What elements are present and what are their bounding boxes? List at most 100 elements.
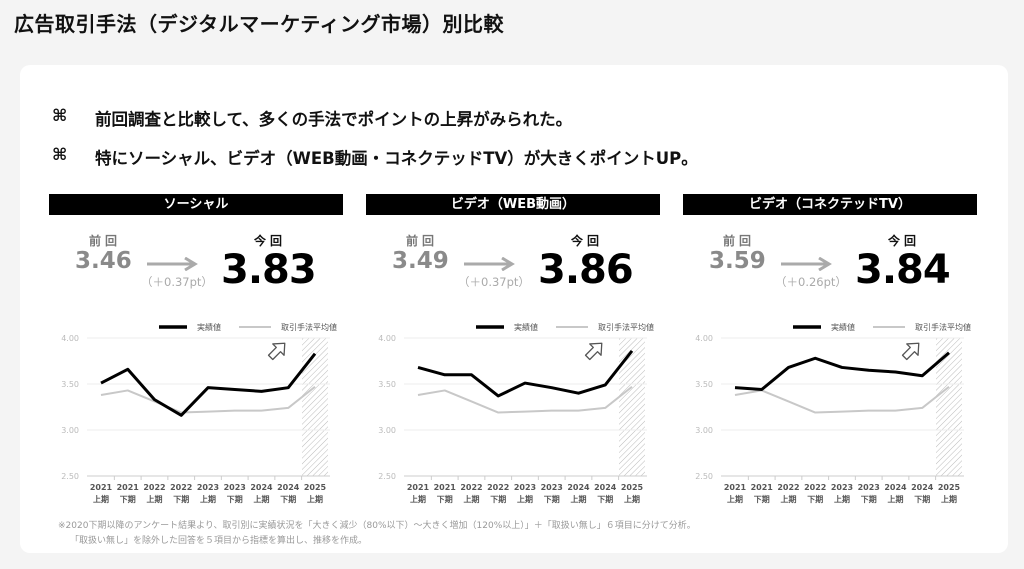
current-label: 今回 xyxy=(888,234,921,248)
x-tick-year: 2024 xyxy=(911,483,934,492)
y-tick-label: 3.50 xyxy=(695,380,713,389)
command-icon: ⌘ xyxy=(52,106,68,125)
previous-value: 3.46 xyxy=(75,248,132,274)
up-right-arrow-icon xyxy=(267,342,286,361)
line-chart: 2.50 3.00 3.50 4.00 2021 上期 2021 下期 2022 上期 2022 下期… xyxy=(61,322,337,504)
x-tick-year: 2024 xyxy=(567,483,590,492)
x-tick-year: 2024 xyxy=(277,483,300,492)
x-tick-half: 上期 xyxy=(781,494,797,504)
x-tick-year: 2021 xyxy=(407,483,430,492)
x-tick-year: 2024 xyxy=(594,483,617,492)
x-tick-half: 上期 xyxy=(254,494,270,504)
previous-label: 前回 xyxy=(406,234,439,248)
bullet-text: 前回調査と比較して、多くの手法でポイントの上昇がみられた。 xyxy=(95,110,573,129)
diff-value: （＋0.26pt） xyxy=(775,275,847,289)
x-tick-half: 下期 xyxy=(227,494,243,504)
x-tick-half: 上期 xyxy=(571,494,587,504)
x-tick-half: 下期 xyxy=(597,494,613,504)
x-tick-half: 下期 xyxy=(490,494,506,504)
x-tick-half: 下期 xyxy=(914,494,930,504)
y-tick-label: 3.00 xyxy=(61,426,79,435)
y-tick-label: 3.00 xyxy=(378,426,396,435)
up-right-arrow-icon xyxy=(584,342,603,361)
x-tick-year: 2022 xyxy=(804,483,826,492)
x-tick-half: 下期 xyxy=(280,494,296,504)
x-tick-half: 上期 xyxy=(834,494,850,504)
line-chart: 2.50 3.00 3.50 4.00 2021 上期 2021 下期 2022 上期 2022 下期… xyxy=(695,322,971,504)
x-tick-year: 2023 xyxy=(514,483,536,492)
previous-value: 3.59 xyxy=(709,248,766,274)
x-tick-year: 2024 xyxy=(884,483,907,492)
x-tick-half: 下期 xyxy=(861,494,877,504)
diff-value: （＋0.37pt） xyxy=(141,275,213,289)
legend-actual-label: 実績値 xyxy=(197,322,221,332)
y-tick-label: 3.00 xyxy=(695,426,713,435)
legend-average-label: 取引手法平均値 xyxy=(281,322,337,332)
x-tick-half: 下期 xyxy=(173,494,189,504)
x-tick-half: 上期 xyxy=(727,494,743,504)
x-tick-year: 2023 xyxy=(858,483,880,492)
x-tick-half: 上期 xyxy=(93,494,109,504)
y-tick-label: 2.50 xyxy=(695,472,713,481)
y-tick-label: 3.50 xyxy=(61,380,79,389)
legend-actual-label: 実績値 xyxy=(831,322,855,332)
up-right-arrow-icon xyxy=(901,342,920,361)
footnote-1: ※2020下期以降のアンケート結果より、取引別に実績状況を「大きく減少（80%以… xyxy=(58,521,696,531)
y-tick-label: 2.50 xyxy=(61,472,79,481)
y-tick-label: 2.50 xyxy=(378,472,396,481)
x-tick-year: 2021 xyxy=(90,483,113,492)
x-tick-half: 下期 xyxy=(120,494,136,504)
x-tick-half: 上期 xyxy=(464,494,480,504)
x-tick-half: 上期 xyxy=(410,494,426,504)
x-tick-half: 下期 xyxy=(754,494,770,504)
command-icon: ⌘ xyxy=(52,145,68,164)
right-arrow-icon xyxy=(464,257,515,271)
x-tick-year: 2021 xyxy=(724,483,747,492)
previous-label: 前回 xyxy=(89,234,122,248)
x-tick-half: 上期 xyxy=(200,494,216,504)
previous-value: 3.49 xyxy=(392,248,449,274)
legend-average-label: 取引手法平均値 xyxy=(598,322,654,332)
panel-1: ソーシャル 前回 今回 3.46 （＋0.37pt） 3.83 2.50 3.00 3… xyxy=(49,194,343,564)
line-chart: 2.50 3.00 3.50 4.00 2021 上期 2021 下期 2022 上期 2022 下期… xyxy=(378,322,654,504)
x-tick-half: 上期 xyxy=(517,494,533,504)
actual-series-line xyxy=(734,351,950,392)
x-tick-year: 2023 xyxy=(831,483,853,492)
x-tick-half: 上期 xyxy=(307,494,323,504)
x-tick-year: 2023 xyxy=(224,483,246,492)
x-tick-half: 下期 xyxy=(437,494,453,504)
page-title: 広告取引手法（デジタルマーケティング市場）別比較 xyxy=(14,12,504,36)
x-tick-year: 2022 xyxy=(170,483,192,492)
bullet-text: 特にソーシャル、ビデオ（WEB動画・コネクテッドTV）が大きくポイントUP。 xyxy=(95,149,698,168)
average-series-line xyxy=(100,385,316,414)
x-tick-year: 2023 xyxy=(541,483,563,492)
hatched-highlight xyxy=(619,338,645,476)
current-value: 3.83 xyxy=(221,247,317,293)
footnote-2: 「取扱い無し」を除外した回答を５項目から指標を算出し、推移を作成。 xyxy=(70,536,368,546)
x-tick-half: 上期 xyxy=(624,494,640,504)
current-value: 3.84 xyxy=(855,247,951,293)
right-arrow-icon xyxy=(781,257,832,271)
x-tick-year: 2022 xyxy=(777,483,799,492)
panel-header: ソーシャル xyxy=(49,194,343,215)
panel-2: ビデオ（WEB動画） 前回 今回 3.49 （＋0.37pt） 3.86 2.50… xyxy=(366,194,660,564)
x-tick-year: 2022 xyxy=(143,483,165,492)
x-tick-year: 2022 xyxy=(487,483,509,492)
x-tick-half: 下期 xyxy=(544,494,560,504)
previous-label: 前回 xyxy=(723,234,756,248)
bullet-2: ⌘ 特にソーシャル、ビデオ（WEB動画・コネクテッドTV）が大きくポイントUP。 xyxy=(52,145,698,169)
actual-series-line xyxy=(100,352,317,417)
bullet-1: ⌘ 前回調査と比較して、多くの手法でポイントの上昇がみられた。 xyxy=(52,106,572,130)
x-tick-half: 上期 xyxy=(147,494,163,504)
x-tick-half: 上期 xyxy=(941,494,957,504)
panel-3: ビデオ（コネクテッドTV） 前回 今回 3.59 （＋0.26pt） 3.84 2… xyxy=(683,194,977,564)
current-label: 今回 xyxy=(254,234,287,248)
y-tick-label: 3.50 xyxy=(378,380,396,389)
diff-value: （＋0.37pt） xyxy=(458,275,530,289)
current-value: 3.86 xyxy=(538,247,634,293)
current-label: 今回 xyxy=(571,234,604,248)
x-tick-year: 2023 xyxy=(197,483,219,492)
legend-actual-label: 実績値 xyxy=(514,322,538,332)
x-tick-year: 2021 xyxy=(434,483,457,492)
x-tick-year: 2024 xyxy=(250,483,273,492)
